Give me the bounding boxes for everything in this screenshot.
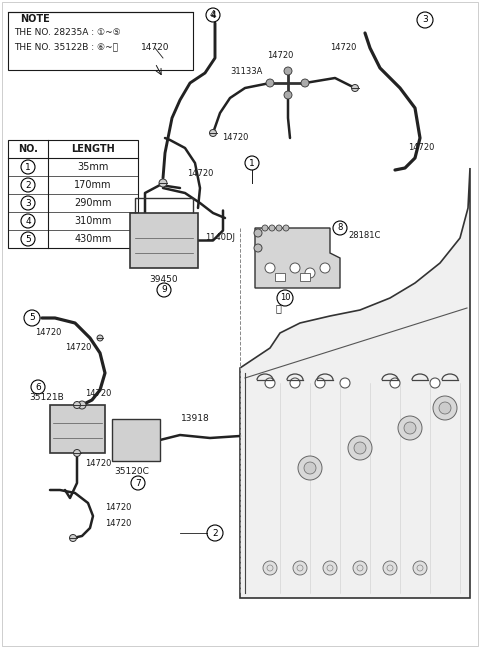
Text: 14720: 14720 — [141, 43, 169, 52]
Circle shape — [323, 561, 337, 575]
Circle shape — [284, 91, 292, 99]
Text: 8: 8 — [337, 224, 343, 233]
Text: 28181C: 28181C — [348, 231, 380, 240]
Text: 14720: 14720 — [85, 389, 111, 397]
Text: 14720: 14720 — [330, 43, 356, 52]
Circle shape — [254, 229, 262, 237]
Bar — [130, 213, 198, 268]
Circle shape — [354, 442, 366, 454]
Circle shape — [439, 402, 451, 414]
Text: 31133A: 31133A — [230, 67, 263, 76]
Text: 5: 5 — [25, 235, 31, 244]
Text: 2: 2 — [212, 529, 218, 537]
Circle shape — [78, 401, 86, 409]
Text: 39450: 39450 — [150, 275, 178, 284]
Text: LENGTH: LENGTH — [71, 144, 115, 154]
Bar — [8, 12, 193, 70]
Text: 170mm: 170mm — [74, 180, 112, 190]
Text: 4: 4 — [25, 216, 31, 226]
Circle shape — [159, 179, 167, 187]
Circle shape — [70, 535, 76, 542]
Bar — [275, 273, 285, 281]
Circle shape — [263, 561, 277, 575]
Bar — [112, 419, 160, 461]
Circle shape — [404, 422, 416, 434]
Circle shape — [276, 225, 282, 231]
Text: ⑪: ⑪ — [275, 303, 281, 313]
Circle shape — [290, 263, 300, 273]
Circle shape — [315, 378, 325, 388]
Text: NO.: NO. — [18, 144, 38, 154]
Text: 9: 9 — [161, 286, 167, 294]
Circle shape — [284, 67, 292, 75]
Text: 14720: 14720 — [105, 518, 132, 527]
Text: 1140DJ: 1140DJ — [205, 233, 235, 242]
Text: 14720: 14720 — [222, 133, 248, 143]
Circle shape — [283, 225, 289, 231]
Text: 3: 3 — [25, 198, 31, 207]
Circle shape — [266, 79, 274, 87]
Circle shape — [383, 561, 397, 575]
Text: 14720: 14720 — [267, 51, 293, 60]
Text: 14720: 14720 — [65, 343, 91, 353]
Text: 14720: 14720 — [187, 168, 213, 178]
Text: 14720: 14720 — [85, 459, 111, 467]
Text: 2: 2 — [25, 181, 31, 189]
Bar — [8, 140, 138, 248]
Circle shape — [413, 561, 427, 575]
Circle shape — [254, 244, 262, 252]
Text: 290mm: 290mm — [74, 198, 112, 208]
Text: 4: 4 — [210, 10, 216, 19]
Circle shape — [209, 130, 216, 137]
Circle shape — [353, 561, 367, 575]
Circle shape — [351, 84, 359, 91]
Text: 14720: 14720 — [35, 328, 61, 337]
Circle shape — [304, 462, 316, 474]
Circle shape — [73, 402, 81, 408]
Text: 14720: 14720 — [105, 503, 132, 513]
Circle shape — [298, 456, 322, 480]
Text: NOTE: NOTE — [20, 14, 50, 24]
Circle shape — [265, 263, 275, 273]
Circle shape — [290, 378, 300, 388]
Circle shape — [305, 268, 315, 278]
Text: 35121B: 35121B — [30, 393, 64, 402]
Circle shape — [293, 561, 307, 575]
Polygon shape — [240, 168, 470, 598]
Text: 430mm: 430mm — [74, 234, 112, 244]
Text: 35mm: 35mm — [77, 162, 108, 172]
Circle shape — [73, 450, 81, 456]
Text: 310mm: 310mm — [74, 216, 112, 226]
Text: 4: 4 — [210, 10, 216, 20]
Text: 5: 5 — [29, 314, 35, 323]
Text: 10: 10 — [280, 294, 290, 303]
Text: 1: 1 — [25, 163, 31, 172]
Circle shape — [340, 378, 350, 388]
Circle shape — [301, 79, 309, 87]
Text: THE NO. 35122B : ⑥~⑪: THE NO. 35122B : ⑥~⑪ — [14, 42, 118, 51]
Polygon shape — [255, 228, 340, 288]
Bar — [300, 273, 310, 281]
Text: THE NO. 28235A : ①~⑤: THE NO. 28235A : ①~⑤ — [14, 28, 121, 37]
Circle shape — [262, 225, 268, 231]
Circle shape — [320, 263, 330, 273]
Circle shape — [390, 378, 400, 388]
Text: 13918: 13918 — [180, 414, 209, 423]
Circle shape — [269, 225, 275, 231]
Text: 3: 3 — [422, 16, 428, 25]
Circle shape — [97, 335, 103, 341]
Text: 14720: 14720 — [408, 143, 434, 152]
Text: 35120C: 35120C — [115, 467, 149, 476]
Circle shape — [398, 416, 422, 440]
Text: 6: 6 — [35, 382, 41, 391]
Bar — [50, 405, 105, 453]
Text: 1: 1 — [249, 159, 255, 167]
Circle shape — [265, 378, 275, 388]
Circle shape — [430, 378, 440, 388]
Circle shape — [433, 396, 457, 420]
Circle shape — [348, 436, 372, 460]
Text: 7: 7 — [135, 478, 141, 487]
